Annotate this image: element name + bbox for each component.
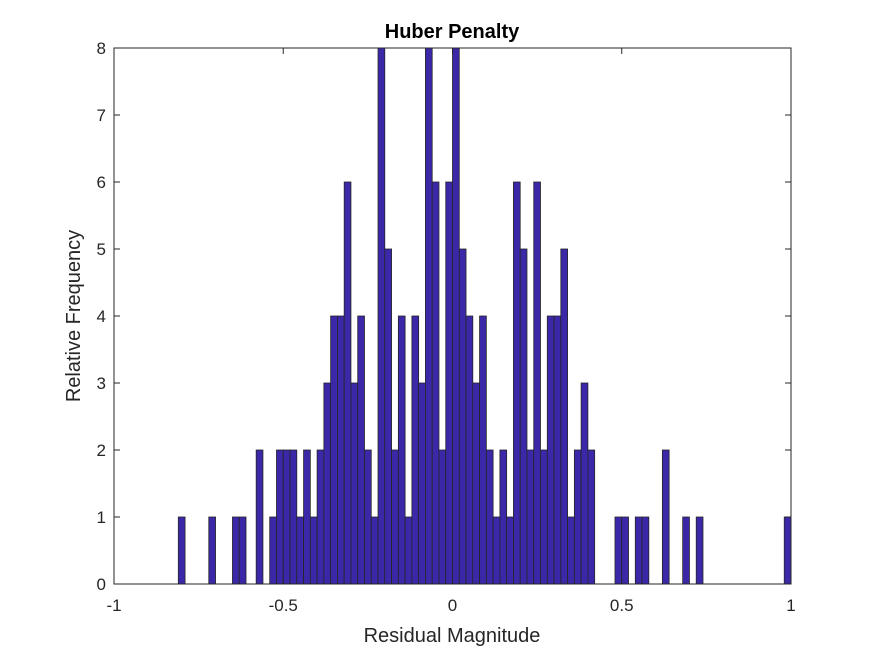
histogram-bar [695,516,704,585]
histogram-bar [614,516,623,585]
histogram-bar [587,449,596,585]
histogram-bar [452,47,460,585]
x-tick-label: 1 [786,596,795,615]
histogram-bar [255,449,264,585]
histogram-bar [485,449,494,585]
histogram-bar [499,449,508,585]
histogram-bar [513,181,521,585]
x-tick-label: -0.5 [269,596,298,615]
x-tick-label: -1 [106,596,121,615]
histogram-bar [553,315,562,585]
histogram-bar [377,47,386,585]
histogram-bar [526,449,535,585]
histogram-bar [411,315,420,585]
histogram-bar [309,516,318,585]
histogram-bar [519,248,528,585]
y-axis-label: Relative Frequency [63,230,85,402]
histogram-bar [634,516,643,585]
histogram-bar [465,315,474,585]
histogram-bar [431,181,440,585]
histogram-bar [506,516,514,585]
histogram-bar [580,382,589,585]
histogram-bar [445,181,453,585]
histogram-bar [560,248,568,585]
y-ticks-group: 0 1 2 3 4 5 6 7 8 [97,39,791,594]
histogram-bar [546,315,555,585]
histogram-bar [540,449,548,585]
histogram-bar [316,449,325,585]
histogram-bar [573,449,582,585]
histogram-bar [232,516,240,585]
histogram-bar [621,516,629,585]
histogram-bar [472,382,480,585]
y-tick-label: 5 [97,240,106,259]
bars-group [177,47,792,585]
histogram-bar [418,382,426,585]
histogram-bar [641,516,650,585]
histogram-bar [397,315,406,585]
histogram-bar [682,516,690,585]
histogram-bar [350,382,359,585]
histogram-bar [404,516,413,585]
histogram-bar [177,516,186,585]
histogram-bar [289,449,298,585]
histogram-bar [208,516,216,585]
histogram-bar [269,516,277,585]
histogram-bar [479,315,487,585]
y-tick-label: 7 [97,106,106,125]
x-tick-label: 0.5 [610,596,634,615]
histogram-bar [343,181,352,585]
x-axis-label: Residual Magnitude [364,625,541,647]
histogram-bar [296,516,304,585]
y-tick-label: 8 [97,39,106,58]
histogram-bar [391,449,399,585]
histogram-bar [492,516,501,585]
histogram-bar [323,382,332,585]
y-tick-label: 2 [97,441,106,460]
histogram-bar [303,449,311,585]
histogram-bar [364,449,372,585]
histogram-bar [370,516,379,585]
histogram-bar [567,516,575,585]
x-ticks-group: -1 -0.5 0 0.5 1 [106,48,796,615]
histogram-bar [357,315,365,585]
histogram-bar [282,449,291,585]
y-tick-label: 6 [97,173,106,192]
histogram-bar [337,315,345,585]
histogram-bar [783,516,792,585]
histogram-bar [438,449,447,585]
chart-title: Huber Penalty [385,21,520,43]
y-tick-label: 1 [97,508,106,527]
histogram-bar [533,181,541,585]
y-tick-label: 0 [97,575,106,594]
histogram-bar [238,516,247,585]
histogram-bar [661,449,670,585]
y-tick-label: 4 [97,307,106,326]
y-tick-label: 3 [97,374,106,393]
histogram-bar [384,248,392,585]
histogram-bar [458,248,467,585]
histogram-bar [276,449,284,585]
x-tick-label: 0 [448,596,457,615]
histogram-bar [330,315,338,585]
histogram-bar [425,47,433,585]
